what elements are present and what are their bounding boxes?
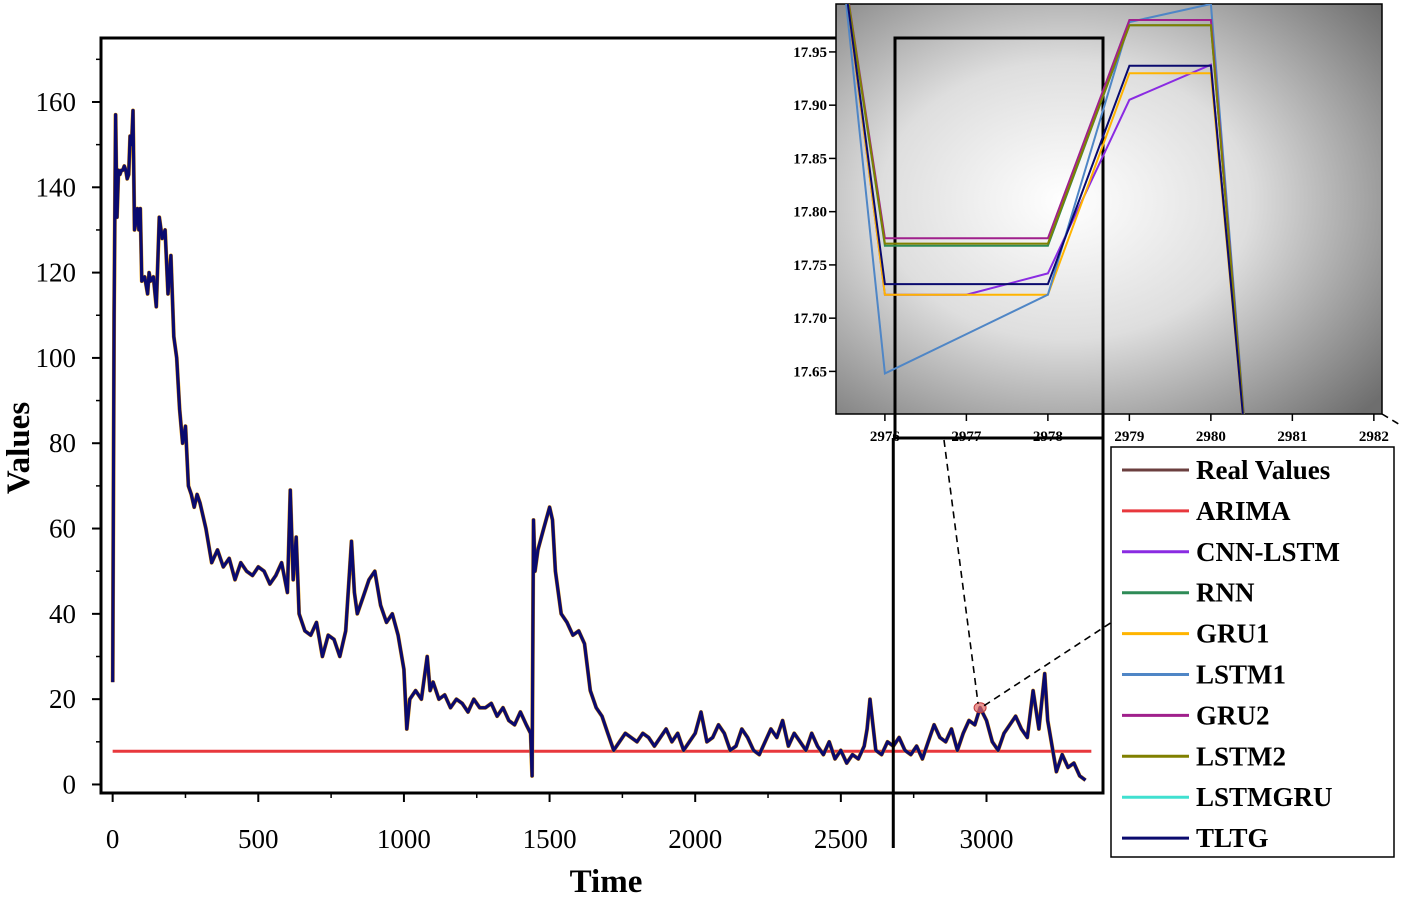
y-tick-label: 60	[49, 514, 76, 544]
legend-label-cnn-lstm: CNN-LSTM	[1196, 537, 1340, 567]
x-tick-label: 2500	[814, 824, 868, 854]
zoom-marker	[973, 702, 987, 714]
y-tick-label: 120	[36, 258, 77, 288]
y-tick-label: 100	[36, 343, 77, 373]
inset-x-tick-label: 2976	[870, 429, 901, 445]
inset-axes-ticks: 2976 2977 2978 2979 2980 2981 2982 17.65 17.70 17…	[793, 45, 1403, 445]
x-tick-label: 1000	[377, 824, 431, 854]
inset-y-tick-label: 17.65	[793, 364, 827, 380]
inset-connector-tail	[1381, 413, 1403, 427]
inset-y-tick-label: 17.75	[793, 258, 827, 274]
main-axes-ticks: 0 500 1000 1500 2000 2500 3000 0 20 40 60 80 100 120 1…	[36, 58, 1013, 854]
inset-chart: 2976 2977 2978 2979 2980 2981 2982 17.65 17.70 17…	[793, 3, 1403, 445]
legend-box	[1110, 446, 1395, 858]
legend-label-tltg: TLTG	[1196, 823, 1269, 853]
inset-y-tick-label: 17.80	[793, 205, 827, 221]
zoom-connector-line-right	[983, 621, 1113, 707]
inset-series-lstm2-line	[847, 4, 1245, 414]
legend: Real Values ARIMA CNN-LSTM RNN GRU1 LSTM1 GRU2…	[1110, 446, 1395, 858]
y-tick-label: 160	[36, 87, 77, 117]
legend-label-lstm2: LSTM2	[1196, 741, 1286, 771]
inset-plot-background	[835, 3, 1383, 415]
legend-label-rnn: RNN	[1196, 578, 1255, 608]
legend-label-real-values: Real Values	[1196, 455, 1330, 485]
y-tick-label: 140	[36, 172, 77, 202]
zoom-connector-line-left	[943, 439, 979, 704]
x-tick-label: 2000	[668, 824, 722, 854]
x-tick-label: 3000	[959, 824, 1013, 854]
y-axis-title: Values	[1, 402, 37, 494]
inset-series-lstm1-line	[845, 4, 1245, 414]
inset-x-tick-label: 2978	[1033, 429, 1063, 445]
inset-y-tick-label: 17.90	[793, 98, 827, 114]
y-tick-label: 40	[49, 599, 76, 629]
inset-x-tick-label: 2981	[1277, 429, 1307, 445]
y-tick-label: 0	[63, 769, 77, 799]
inset-series	[845, 4, 1245, 414]
inset-x-tick-label: 2979	[1114, 429, 1144, 445]
inset-y-tick-label: 17.85	[793, 151, 827, 167]
legend-label-arima: ARIMA	[1196, 496, 1291, 526]
inset-series-tltg-line	[846, 4, 1244, 414]
legend-label-lstmgru: LSTMGRU	[1196, 782, 1333, 812]
legend-label-gru1: GRU1	[1196, 619, 1270, 649]
inset-y-tick-label: 17.70	[793, 311, 827, 327]
legend-label-lstm1: LSTM1	[1196, 660, 1286, 690]
inset-x-tick-label: 2980	[1196, 429, 1226, 445]
x-tick-label: 500	[238, 824, 279, 854]
y-tick-label: 20	[49, 684, 76, 714]
y-tick-label: 80	[49, 428, 76, 458]
inset-x-tick-label: 2982	[1359, 429, 1389, 445]
inset-y-tick-label: 17.95	[793, 45, 827, 61]
legend-label-gru2: GRU2	[1196, 700, 1270, 730]
x-axis-title: Time	[570, 864, 643, 897]
inset-x-tick-label: 2977	[951, 429, 982, 445]
x-tick-label: 0	[106, 824, 120, 854]
x-tick-label: 1500	[523, 824, 577, 854]
